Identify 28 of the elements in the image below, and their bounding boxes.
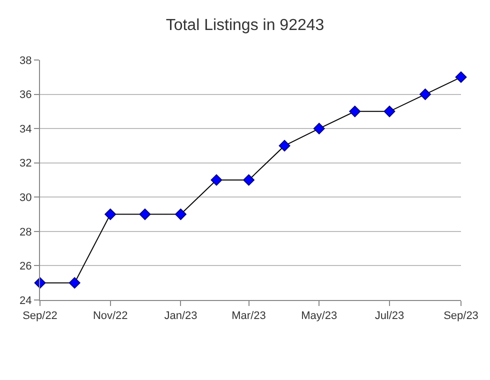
point: [139, 208, 151, 220]
point: [384, 106, 396, 118]
x-tick-label: Jul/23: [374, 310, 404, 322]
y-tick-label: 24: [20, 294, 32, 307]
y-tick-label: 32: [20, 158, 32, 170]
x-tick-label: Sep/22: [22, 310, 58, 322]
y-tick-label: 36: [20, 89, 32, 102]
x-tick-label: Jan/23: [164, 310, 198, 322]
point: [175, 208, 186, 220]
chart-title: Total Listings in 92243: [166, 17, 324, 34]
point: [104, 208, 116, 220]
point: [68, 277, 80, 289]
x-tick-label: May/23: [301, 310, 338, 322]
y-tick-label: 34: [20, 123, 32, 136]
point: [420, 88, 431, 100]
x-tick-label: Mar/23: [232, 310, 266, 322]
point: [210, 174, 222, 186]
point: [313, 122, 325, 134]
x-tick-label: Nov/22: [92, 310, 128, 322]
point: [278, 140, 290, 152]
y-tick-label: 28: [20, 226, 32, 238]
point: [243, 174, 254, 186]
point: [349, 106, 361, 118]
y-tick-label: 30: [20, 192, 32, 204]
x-tick-label: Sep/23: [444, 310, 478, 322]
y-tick-label: 26: [20, 260, 32, 273]
point: [455, 71, 467, 83]
y-tick-label: 38: [20, 54, 32, 67]
